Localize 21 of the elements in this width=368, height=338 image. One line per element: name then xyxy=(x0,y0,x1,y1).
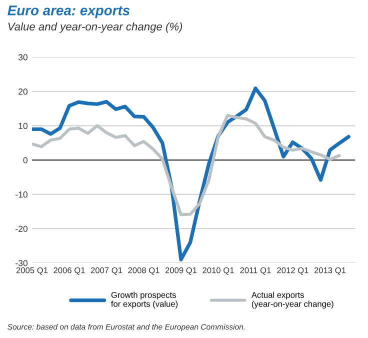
y-tick-label: -30 xyxy=(16,260,28,266)
chart-subtitle: Value and year-on-year change (%) xyxy=(8,22,182,33)
x-tick-label: 2011 Q1 xyxy=(240,267,271,275)
legend-label: Growth prospects for exports (value) xyxy=(111,292,178,309)
y-tick-label: 10 xyxy=(18,122,28,129)
x-tick-label: 2005 Q1 xyxy=(16,267,48,275)
y-tick-label: 20 xyxy=(18,88,28,95)
x-tick-label: 2009 Q1 xyxy=(165,267,197,275)
chart-title: Euro area: exports xyxy=(8,6,130,18)
x-tick-label: 2012 Q1 xyxy=(277,267,308,275)
x-tick-label: 2010 Q1 xyxy=(202,267,234,275)
legend-label: Actual exports (year-on-year change) xyxy=(251,292,334,309)
y-tick-label: 30 xyxy=(18,54,28,60)
x-tick-label: 2006 Q1 xyxy=(54,267,85,275)
x-tick-label: 2013 Q1 xyxy=(314,267,346,275)
y-tick-label: -20 xyxy=(16,226,28,232)
y-tick-label: -10 xyxy=(16,191,28,198)
line-series xyxy=(32,114,341,216)
y-tick-label: 0 xyxy=(23,157,28,164)
x-tick-label: 2007 Q1 xyxy=(90,267,122,275)
x-tick-label: 2008 Q1 xyxy=(128,267,160,275)
